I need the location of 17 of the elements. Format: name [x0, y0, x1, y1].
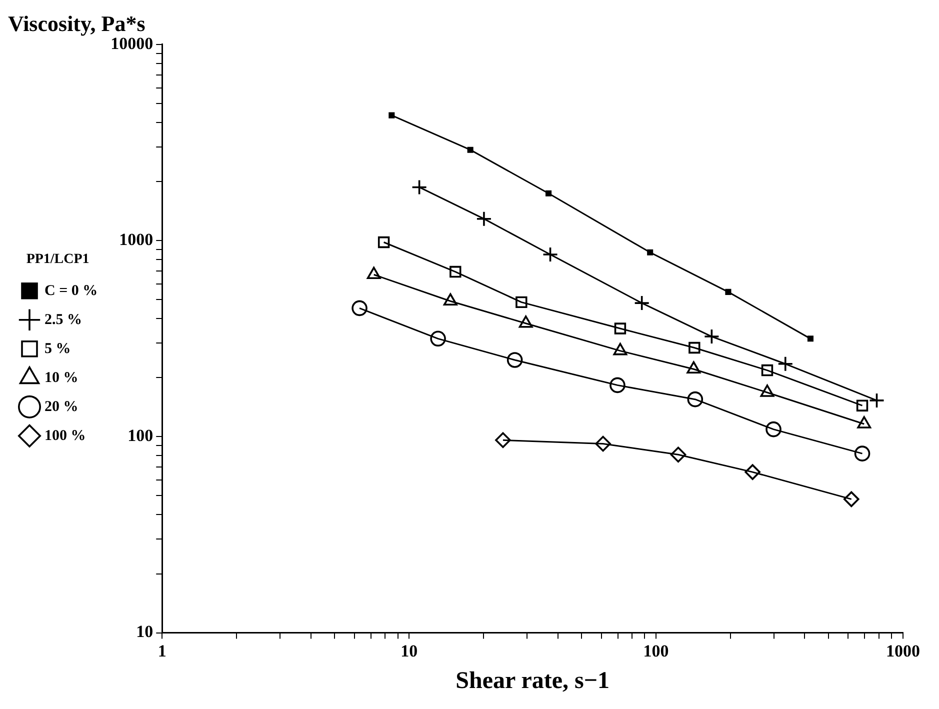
- y-axis-title: Viscosity, Pa*s: [8, 10, 146, 36]
- x-tick-label: 1000: [886, 641, 920, 660]
- y-tick-label: 10: [136, 622, 154, 642]
- y-tick-label: 10000: [110, 34, 154, 53]
- legend-title: PP1/LCP1: [26, 252, 90, 268]
- legend-label: 10 %: [44, 370, 78, 386]
- y-tick-label: 100: [128, 426, 154, 446]
- x-axis-title: Shear rate, s−1: [456, 668, 610, 694]
- x-tick-label: 10: [400, 641, 418, 660]
- x-tick-label: 1: [158, 641, 166, 660]
- legend-label: 100 %: [44, 428, 86, 444]
- y-tick-label: 1000: [119, 230, 154, 249]
- legend-label: 2.5 %: [44, 312, 82, 328]
- legend-label: 20 %: [44, 398, 78, 415]
- legend-label: C = 0 %: [44, 282, 98, 299]
- legend-label: 5 %: [44, 340, 71, 357]
- x-tick-label: 100: [643, 641, 669, 660]
